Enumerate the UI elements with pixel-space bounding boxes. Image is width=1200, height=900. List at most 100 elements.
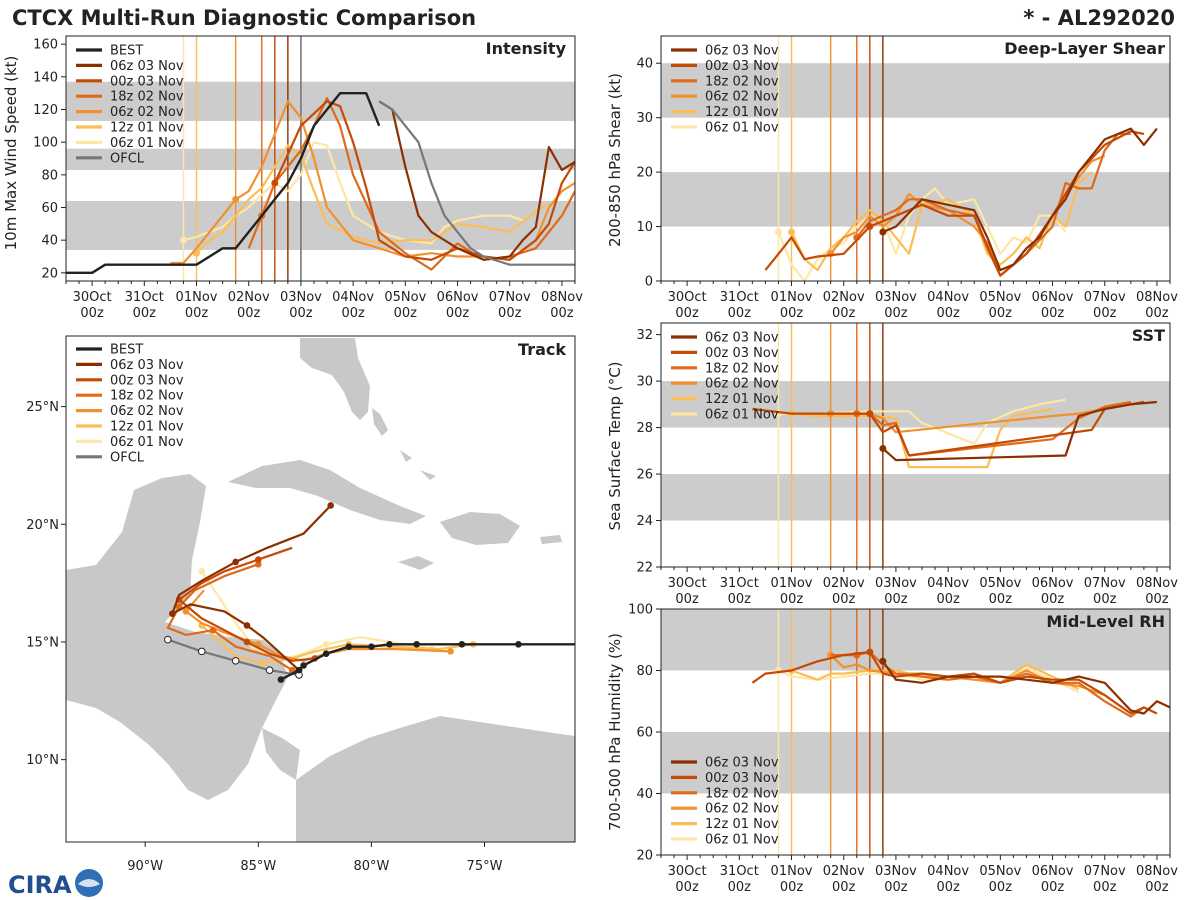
shear-run-init-marker bbox=[879, 228, 887, 236]
intensity-legend-label: OFCL bbox=[110, 151, 145, 166]
track-run-point bbox=[243, 638, 251, 646]
shear-plot-area bbox=[661, 36, 1170, 281]
track-run-line bbox=[178, 546, 315, 662]
sst-xtick-sublabel: 00z bbox=[989, 592, 1013, 607]
rh-xtick-label: 01Nov bbox=[771, 864, 813, 879]
sst-ytick-label: 28 bbox=[636, 421, 653, 436]
land-florida bbox=[300, 338, 370, 420]
intensity-ylabel: 10m Max Wind Speed (kt) bbox=[2, 56, 20, 251]
shear-ytick-label: 30 bbox=[636, 111, 653, 126]
intensity-xtick-sublabel: 00z bbox=[237, 306, 261, 321]
sst-panel: SST Sea Surface Temp (°C) 22 24 26 28 30 32 30… bbox=[606, 322, 1178, 607]
track-run-point bbox=[232, 558, 239, 566]
intensity-legend-label: BEST bbox=[110, 44, 143, 59]
shear-run-series-line bbox=[882, 127, 1158, 272]
sst-ytick-label: 24 bbox=[636, 514, 653, 529]
track-xtick-label: 90°W bbox=[127, 859, 163, 874]
rh-run-init-marker bbox=[879, 657, 887, 665]
intensity-xtick-sublabel: 00z bbox=[80, 306, 104, 321]
sst-shade-band bbox=[661, 381, 1170, 428]
intensity-run-series-line bbox=[195, 144, 550, 254]
sst-legend-label: 12z 01 Nov bbox=[705, 392, 779, 407]
shear-xtick-sublabel: 00z bbox=[1093, 306, 1117, 321]
intensity-title: Intensity bbox=[486, 39, 567, 58]
sst-xtick-label: 02Nov bbox=[823, 576, 865, 591]
rh-ytick-label: 20 bbox=[636, 849, 653, 864]
track-run-point bbox=[182, 608, 190, 615]
sst-legend-label: 06z 01 Nov bbox=[705, 408, 779, 423]
sst-xtick-label: 04Nov bbox=[927, 576, 969, 591]
intensity-panel: Intensity 10m Max Wind Speed (kt) 20 40 60… bbox=[2, 35, 583, 321]
track-title: Track bbox=[518, 340, 566, 359]
sst-xtick-label: 31Oct bbox=[720, 576, 759, 591]
track-series bbox=[164, 502, 575, 683]
sst-plot-area bbox=[661, 323, 1170, 567]
rh-legend-label: 00z 03 Nov bbox=[705, 771, 779, 786]
intensity-xtick-sublabel: 00z bbox=[446, 306, 470, 321]
rh-ytick-label: 60 bbox=[636, 726, 653, 741]
track-run-point bbox=[322, 641, 330, 648]
shear-xtick-sublabel: 00z bbox=[1041, 306, 1065, 321]
intensity-xtick-sublabel: 00z bbox=[185, 306, 209, 321]
shear-xtick-sublabel: 00z bbox=[989, 306, 1013, 321]
rh-xtick-sublabel: 00z bbox=[989, 880, 1013, 895]
sst-run-init-marker bbox=[866, 410, 874, 418]
sst-ylabel: Sea Surface Temp (°C) bbox=[606, 361, 624, 530]
track-best-point bbox=[368, 643, 375, 650]
shear-run-init-marker bbox=[788, 228, 796, 236]
intensity-run-series-line bbox=[378, 100, 575, 261]
intensity-xtick-label: 07Nov bbox=[489, 290, 531, 305]
shear-legend-label: 18z 02 Nov bbox=[705, 74, 779, 89]
intensity-legend-label: 06z 03 Nov bbox=[110, 59, 184, 74]
shear-xtick-label: 05Nov bbox=[979, 290, 1021, 305]
sst-xtick-sublabel: 00z bbox=[728, 592, 752, 607]
rh-shade-band bbox=[661, 732, 1170, 794]
intensity-ytick-label: 120 bbox=[33, 103, 58, 118]
rh-xtick-label: 03Nov bbox=[875, 864, 917, 879]
sst-title: SST bbox=[1132, 326, 1165, 345]
shear-xtick-sublabel: 00z bbox=[936, 306, 960, 321]
track-xtick-label: 85°W bbox=[240, 859, 276, 874]
rh-xtick-sublabel: 00z bbox=[832, 880, 856, 895]
track-best-point bbox=[413, 641, 420, 648]
intensity-xtick-label: 03Nov bbox=[280, 290, 322, 305]
rh-plot-area bbox=[661, 609, 1170, 855]
rh-xtick-label: 05Nov bbox=[979, 864, 1021, 879]
track-ofcl-point bbox=[197, 647, 206, 656]
intensity-xtick-label: 01Nov bbox=[176, 290, 218, 305]
intensity-legend-label: 18z 02 Nov bbox=[110, 90, 184, 105]
sst-legend-label: 18z 02 Nov bbox=[705, 361, 779, 376]
intensity-ytick-label: 160 bbox=[33, 38, 58, 53]
sst-ytick-label: 26 bbox=[636, 468, 653, 483]
sst-xtick-sublabel: 00z bbox=[884, 592, 908, 607]
rh-ytick-label: 40 bbox=[636, 787, 653, 802]
intensity-xtick-sublabel: 00z bbox=[550, 306, 574, 321]
intensity-ofcl-line bbox=[378, 100, 575, 266]
intensity-plot-area bbox=[66, 36, 575, 281]
sst-run-init-marker bbox=[879, 444, 887, 452]
shear-axes-frame bbox=[660, 35, 1171, 282]
track-panel: Track 90°W 85°W 80°W 75°W 10°N 15°N 20°N 25°N BE… bbox=[26, 335, 576, 874]
sst-xtick-label: 30Oct bbox=[668, 576, 707, 591]
rh-title: Mid-Level RH bbox=[1046, 612, 1165, 631]
track-legend-label: 06z 01 Nov bbox=[110, 435, 184, 450]
intensity-xtick-sublabel: 00z bbox=[341, 306, 365, 321]
track-legend-label: OFCL bbox=[110, 450, 145, 465]
intensity-xtick-label: 02Nov bbox=[228, 290, 270, 305]
rh-xtick-label: 08Nov bbox=[1136, 864, 1178, 879]
track-run-line bbox=[200, 624, 474, 665]
shear-xtick-sublabel: 00z bbox=[884, 306, 908, 321]
rh-xtick-sublabel: 00z bbox=[884, 880, 908, 895]
track-legend-label: 00z 03 Nov bbox=[110, 373, 184, 388]
rh-xtick-sublabel: 00z bbox=[728, 880, 752, 895]
land-hispaniola bbox=[440, 512, 520, 545]
shear-xtick-sublabel: 00z bbox=[780, 306, 804, 321]
sst-xtick-label: 07Nov bbox=[1084, 576, 1126, 591]
track-legend-label: BEST bbox=[110, 343, 143, 358]
sst-ytick-label: 22 bbox=[636, 561, 653, 576]
intensity-axes-frame bbox=[65, 35, 576, 282]
track-best-point bbox=[345, 643, 353, 650]
rh-xtick-label: 02Nov bbox=[823, 864, 865, 879]
sst-ytick-label: 30 bbox=[636, 375, 653, 390]
